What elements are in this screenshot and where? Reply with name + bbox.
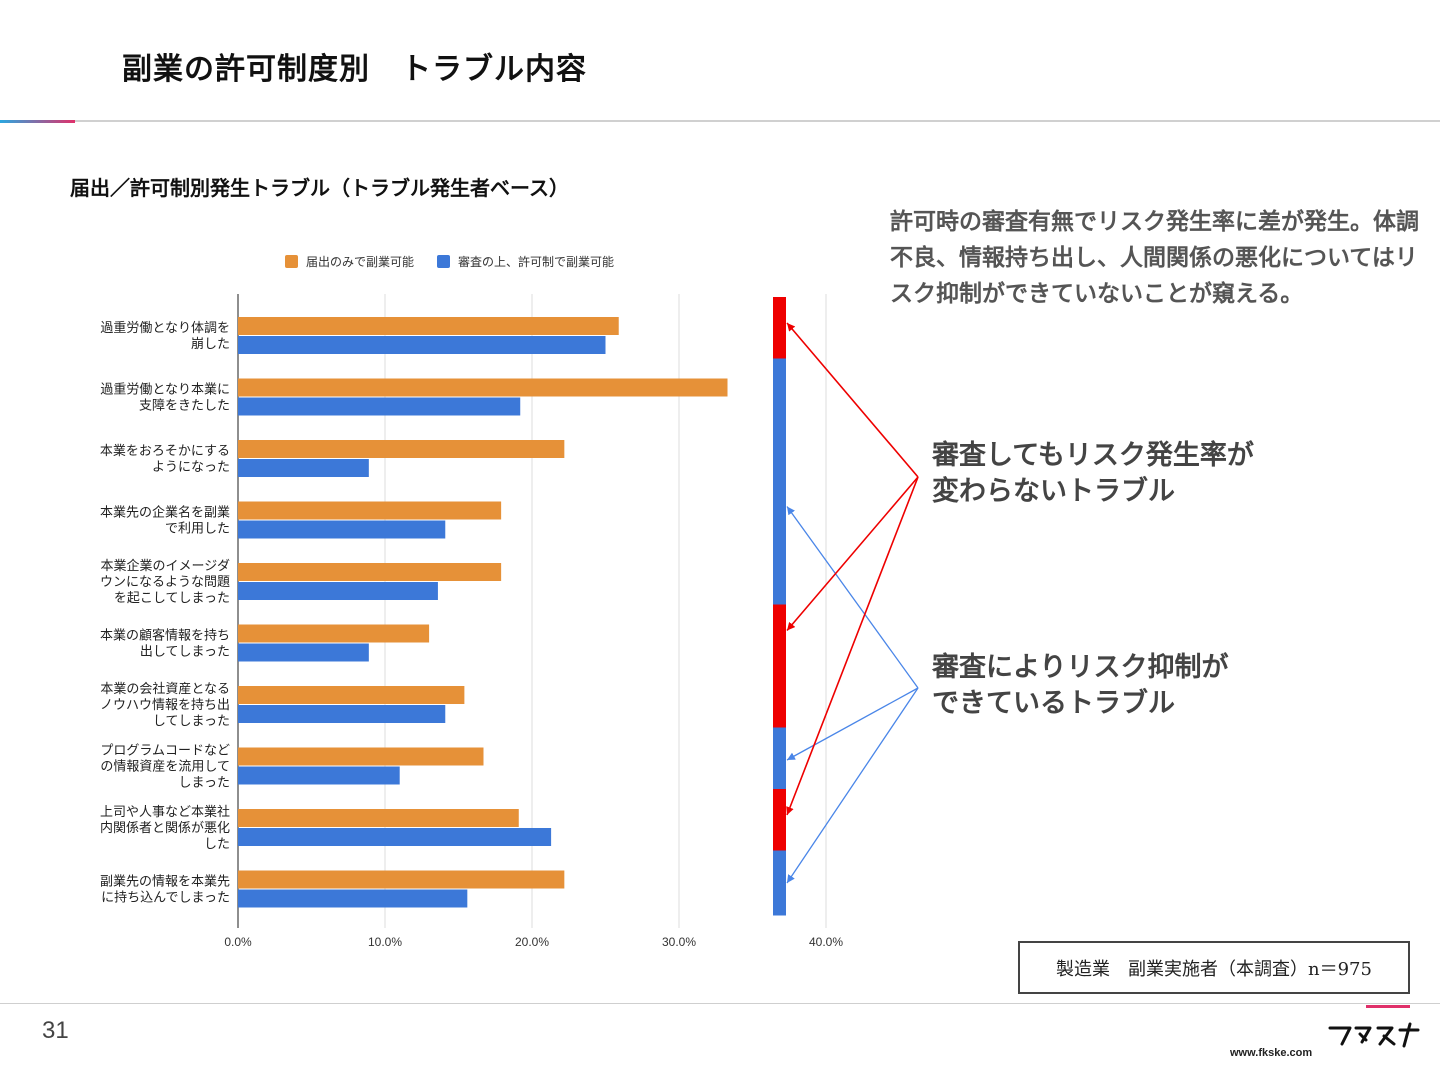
- category-label: の情報資産を流用して: [100, 759, 230, 774]
- category-label: プログラムコードなど: [100, 743, 230, 758]
- bar: [238, 889, 468, 908]
- x-tick-label: 30.0%: [662, 935, 696, 949]
- group-markers: [773, 297, 786, 916]
- chart-category-labels: 過重労働となり体調を崩した過重労働となり本業に支障をきたした本業をおろそかにする…: [100, 320, 230, 905]
- source-note: 製造業 副業実施者（本調査）n＝975: [1018, 941, 1410, 994]
- arrow-suppressed-risk: [786, 506, 919, 689]
- suppressed-risk-marker: [773, 850, 786, 916]
- legend-swatch: [437, 255, 450, 268]
- callout-arrows: [786, 322, 919, 884]
- legend-label: 届出のみで副業可能: [306, 255, 414, 269]
- category-label: 支障をきたした: [139, 398, 230, 413]
- arrow-suppressed-risk: [786, 687, 919, 884]
- arrow-suppressed-risk: [786, 687, 919, 761]
- bar: [238, 520, 446, 539]
- category-label: してしまった: [153, 713, 230, 728]
- bar: [238, 643, 369, 662]
- callout-same-risk: 審査してもリスク発生率が 変わらないトラブル: [932, 438, 1254, 510]
- category-label: 本業の会社資産となる: [100, 681, 230, 696]
- bar: [238, 397, 521, 416]
- category-label: を起こしてしまった: [114, 590, 230, 605]
- category-label: ウンになるような問題: [100, 574, 230, 589]
- category-label: した: [204, 836, 230, 851]
- callout-suppressed-line2: できているトラブル: [932, 688, 1175, 719]
- arrow-same-risk: [786, 322, 919, 478]
- legend-label: 審査の上、許可制で副業可能: [458, 254, 614, 269]
- category-label: ノウハウ情報を持ち出: [100, 697, 230, 712]
- same-risk-marker: [773, 789, 786, 854]
- bar: [238, 624, 430, 643]
- chart-bars: [238, 317, 728, 908]
- summary-text: 許可時の審査有無でリスク発生率に差が発生。体調不良、情報持ち出し、人間関係の悪化…: [890, 208, 1419, 307]
- slide-title: 副業の許可制度別 トラブル内容: [122, 52, 587, 87]
- category-label: に持ち込んでしまった: [101, 890, 230, 905]
- bar: [238, 686, 465, 704]
- suppressed-risk-marker: [773, 727, 786, 793]
- bottom-divider: [0, 1003, 1440, 1004]
- arrow-same-risk: [786, 476, 919, 632]
- category-label: 崩した: [191, 336, 230, 351]
- top-divider: [0, 120, 1440, 122]
- bar: [238, 459, 369, 477]
- category-label: 過重労働となり体調を: [100, 320, 230, 335]
- site-url: www.fkske.com: [1230, 1047, 1313, 1059]
- category-label: で利用した: [165, 521, 230, 536]
- category-label: 過重労働となり本業に: [100, 382, 230, 397]
- x-tick-label: 10.0%: [368, 935, 402, 949]
- chart-x-ticks: 0.0% 10.0% 20.0% 30.0% 40.0%: [224, 935, 843, 949]
- callout-same-line2: 変わらないトラブル: [932, 476, 1175, 507]
- bar: [238, 563, 502, 581]
- bottom-divider-accent: [1366, 1005, 1410, 1008]
- category-label: 本業をおろそかにする: [100, 443, 230, 458]
- bar: [238, 440, 565, 458]
- category-label: しまった: [179, 775, 230, 790]
- category-label: 副業先の情報を本業先: [100, 874, 230, 889]
- x-tick-label: 20.0%: [515, 935, 549, 949]
- arrow-same-risk: [786, 476, 919, 816]
- x-tick-label: 0.0%: [224, 935, 252, 949]
- bar: [238, 747, 484, 766]
- bar: [238, 828, 552, 846]
- bar: [238, 705, 446, 723]
- category-label: 上司や人事など本業社: [100, 804, 230, 819]
- category-label: ようになった: [152, 459, 230, 474]
- bar: [238, 582, 438, 600]
- callout-suppressed-line1: 審査によりリスク抑制が: [932, 652, 1229, 683]
- category-label: 本業先の企業名を副業: [100, 505, 230, 520]
- category-label: 内関係者と関係が悪化: [100, 820, 230, 835]
- same-risk-marker: [773, 604, 786, 731]
- bar: [238, 501, 502, 520]
- chart-subtitle: 届出／許可制別発生トラブル（トラブル発生者ベース）: [70, 176, 569, 200]
- callout-same-line1: 審査してもリスク発生率が: [932, 440, 1254, 471]
- fukusuke-logo: [1328, 1022, 1420, 1048]
- bar: [238, 766, 400, 785]
- bar: [238, 378, 728, 397]
- bar: [238, 317, 619, 335]
- bar: [238, 809, 519, 827]
- x-tick-label: 40.0%: [809, 935, 843, 949]
- category-label: 本業企業のイメージダ: [101, 558, 230, 573]
- category-label: 本業の顧客情報を持ち: [100, 628, 230, 643]
- page-number: 31: [42, 1017, 69, 1044]
- category-label: 出してしまった: [140, 644, 230, 659]
- bar: [238, 870, 565, 889]
- chart-legend: 届出のみで副業可能 審査の上、許可制で副業可能: [285, 254, 614, 269]
- bar: [238, 336, 606, 354]
- top-divider-accent: [0, 120, 75, 123]
- legend-swatch: [285, 255, 298, 268]
- suppressed-risk-marker: [773, 358, 786, 608]
- callout-suppressed-risk: 審査によりリスク抑制が できているトラブル: [932, 650, 1228, 722]
- same-risk-marker: [773, 297, 786, 362]
